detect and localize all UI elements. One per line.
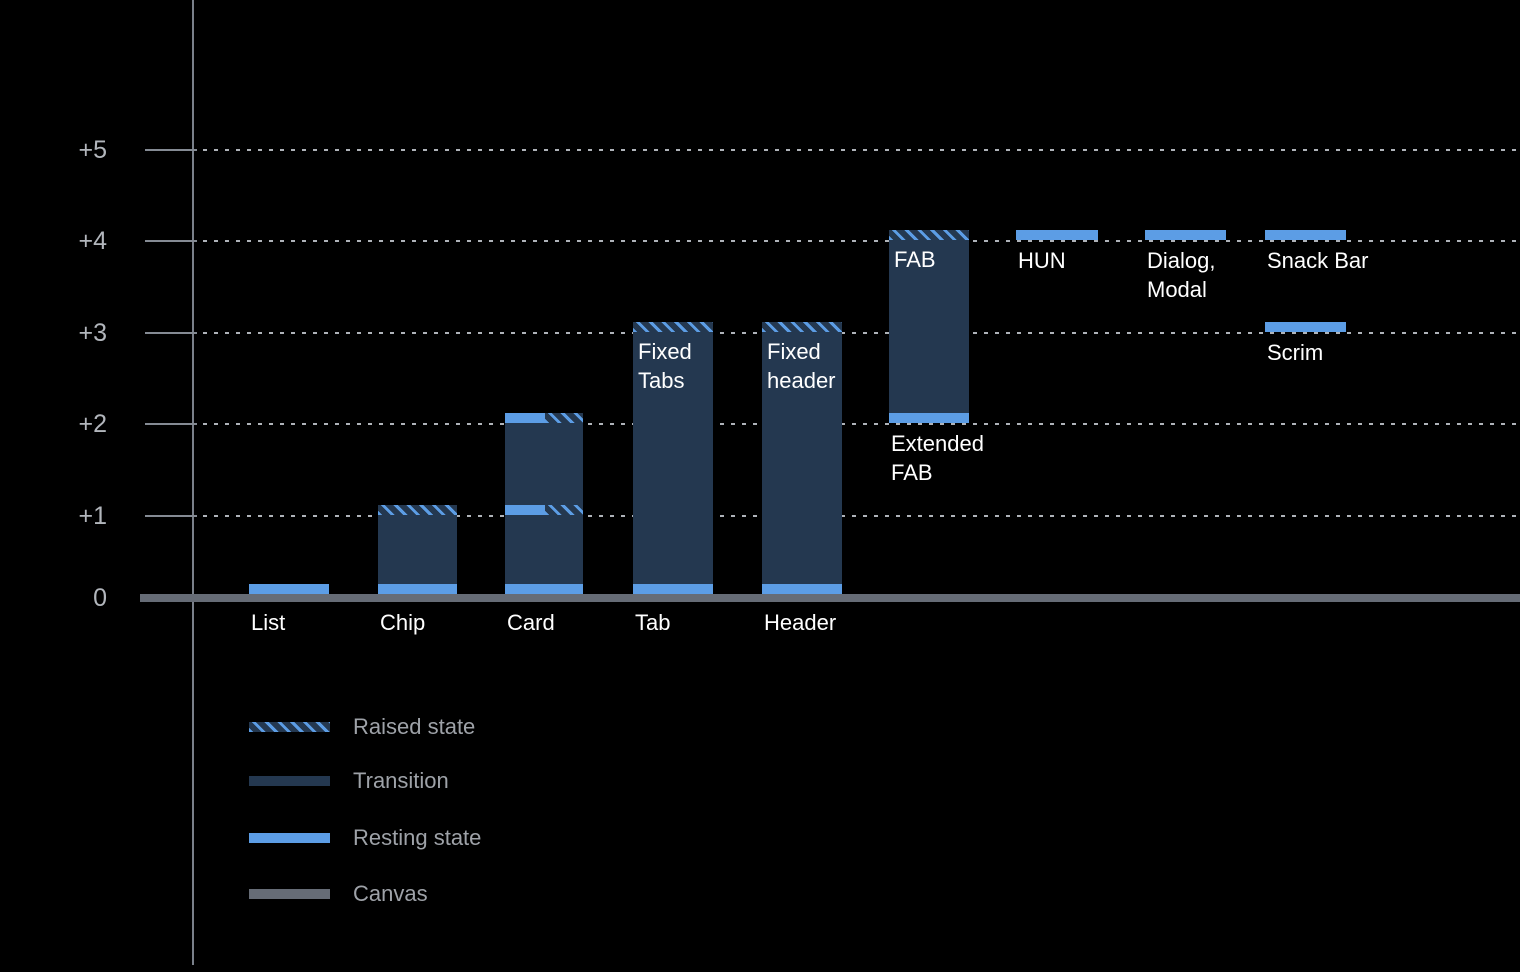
canvas-baseline xyxy=(140,594,1520,602)
bar-transition-chip xyxy=(378,515,457,594)
axis-tick-+4 xyxy=(145,240,197,242)
gridline-+3 xyxy=(192,331,1520,334)
bar-raised-band-header xyxy=(762,321,842,332)
legend-item-resting-state: Resting state xyxy=(249,827,481,849)
bar-resting-band-list xyxy=(249,584,329,594)
axis-tick-+5 xyxy=(145,149,197,151)
label-list: List xyxy=(251,610,286,635)
label-fab: FAB xyxy=(894,247,936,272)
label-dialog-modal: Dialog, Modal xyxy=(1147,248,1216,302)
bar-resting-band-header xyxy=(762,584,842,594)
label-header: Fixed header xyxy=(767,338,836,393)
legend-label: Transition xyxy=(353,768,449,793)
y-tick-label: 0 xyxy=(93,584,107,612)
resting-state-swatch-icon xyxy=(249,833,330,843)
gridline-+2 xyxy=(192,423,1520,425)
bar-resting-band-card xyxy=(505,584,583,594)
bar-resting-band-card xyxy=(505,505,545,515)
legend-item-transition: Transition xyxy=(249,770,449,792)
bar-raised-band-card xyxy=(545,505,583,515)
bar-raised-band-fab xyxy=(889,230,969,240)
canvas-swatch-icon xyxy=(249,889,330,899)
legend-item-raised-state: Raised state xyxy=(249,716,475,738)
bar-resting-band-snackbar-scrim xyxy=(1265,321,1346,332)
axis-tick-+1 xyxy=(145,515,197,517)
raised-state-swatch-icon xyxy=(249,722,330,732)
label-tab: Tab xyxy=(635,610,671,635)
y-tick-label: +4 xyxy=(78,227,107,255)
label-fab: Extended FAB xyxy=(891,431,984,485)
gridline-+4 xyxy=(192,240,1520,242)
y-tick-label: +5 xyxy=(78,136,107,164)
y-axis-line xyxy=(192,0,194,965)
gridline-+5 xyxy=(192,149,1520,151)
axis-tick-+3 xyxy=(145,331,197,334)
label-card: Card xyxy=(507,610,555,635)
bar-raised-band-chip xyxy=(378,505,457,515)
y-tick-label: +1 xyxy=(78,502,107,530)
bar-resting-band-dialog-modal xyxy=(1145,230,1226,240)
bar-resting-band-card xyxy=(505,413,545,423)
bar-resting-band-fab xyxy=(889,413,969,423)
bar-resting-band-snackbar-scrim xyxy=(1265,230,1346,240)
gridline-+1 xyxy=(192,515,1520,517)
axis-tick-+2 xyxy=(145,423,197,425)
bar-transition-header xyxy=(762,331,842,594)
bar-resting-band-tab xyxy=(633,584,713,594)
label-snackbar-scrim: Snack Bar xyxy=(1267,248,1369,273)
label-snackbar-scrim: Scrim xyxy=(1267,339,1324,365)
legend-label: Raised state xyxy=(353,714,476,739)
legend-item-canvas: Canvas xyxy=(249,883,428,905)
transition-swatch-icon xyxy=(249,776,330,786)
legend-label: Resting state xyxy=(353,825,482,850)
legend-label: Canvas xyxy=(353,881,428,906)
bar-raised-band-tab xyxy=(633,321,713,332)
y-tick-label: +3 xyxy=(78,318,107,347)
label-chip: Chip xyxy=(380,610,426,635)
bar-resting-band-chip xyxy=(378,584,457,594)
bar-resting-band-hun xyxy=(1016,230,1098,240)
bar-transition-tab xyxy=(633,331,713,594)
bar-transition-fab xyxy=(889,240,969,423)
label-header: Header xyxy=(764,610,837,635)
label-hun: HUN xyxy=(1018,248,1066,273)
y-tick-label: +2 xyxy=(78,410,107,438)
bar-raised-band-card xyxy=(545,413,583,423)
label-tab: Fixed Tabs xyxy=(638,338,692,393)
